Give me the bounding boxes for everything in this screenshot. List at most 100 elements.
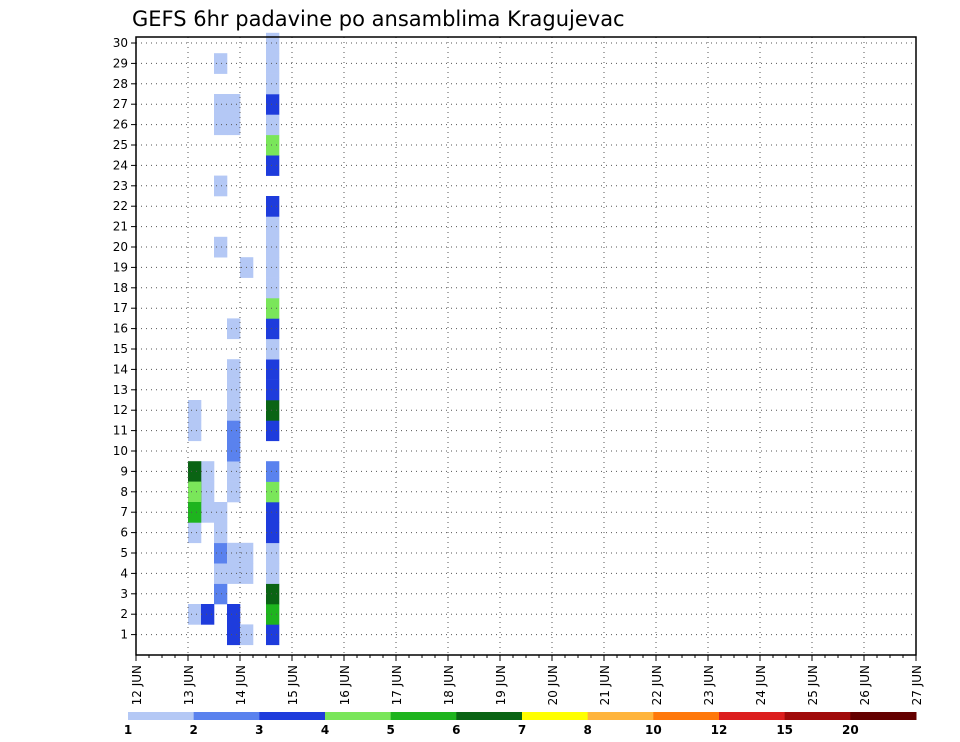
y-tick-label: 9 xyxy=(120,464,128,478)
precip-cell xyxy=(188,461,202,482)
precip-cell xyxy=(266,32,280,54)
precip-cell xyxy=(227,94,241,115)
y-tick-label: 2 xyxy=(120,607,128,621)
precip-cell xyxy=(266,298,280,319)
y-tick-label: 30 xyxy=(113,36,128,50)
legend-swatch xyxy=(259,712,326,720)
y-tick-label: 24 xyxy=(113,158,128,172)
y-tick-label: 28 xyxy=(113,77,128,91)
legend-label: 3 xyxy=(255,723,263,737)
precip-cell xyxy=(214,583,228,605)
legend-label: 2 xyxy=(189,723,197,737)
y-tick-label: 21 xyxy=(113,220,128,234)
precip-cell xyxy=(214,175,228,197)
precip-cell xyxy=(266,379,280,401)
x-tick-label: 23 JUN xyxy=(702,665,716,705)
legend-label: 7 xyxy=(518,723,526,737)
precip-cell xyxy=(227,624,241,646)
legend-swatch xyxy=(390,712,457,720)
y-tick-label: 18 xyxy=(113,281,128,295)
precip-cell xyxy=(266,114,280,136)
precip-cell xyxy=(188,502,202,523)
precip-cell xyxy=(266,155,280,176)
precip-cell xyxy=(188,481,202,503)
y-tick-label: 13 xyxy=(113,383,128,397)
precip-cell xyxy=(266,420,280,442)
precip-cell xyxy=(266,196,280,217)
y-tick-label: 27 xyxy=(113,97,128,111)
legend-label: 4 xyxy=(321,723,329,737)
y-tick-label: 5 xyxy=(120,546,128,560)
y-tick-label: 12 xyxy=(113,403,128,417)
legend-swatch xyxy=(522,712,589,720)
x-tick-label: 14 JUN xyxy=(234,665,248,705)
y-tick-label: 7 xyxy=(120,505,128,519)
color-legend: 1 2 3 4 5 6 7 8 10 12 15 20 xyxy=(124,712,917,737)
x-tick-label: 25 JUN xyxy=(806,665,820,705)
precip-cell xyxy=(227,481,241,503)
precip-cell xyxy=(227,318,241,340)
precip-cell xyxy=(188,400,202,421)
y-tick-label: 6 xyxy=(120,526,128,540)
legend-swatch xyxy=(587,712,654,720)
precip-cell xyxy=(266,563,280,584)
precip-cell xyxy=(266,522,280,544)
legend-swatch xyxy=(653,712,720,720)
precip-cell xyxy=(214,53,228,74)
x-tick-label: 18 JUN xyxy=(442,665,456,705)
precip-cell xyxy=(266,338,280,360)
precip-cell xyxy=(227,359,241,380)
precip-cell xyxy=(188,604,202,625)
precip-cell xyxy=(201,481,215,503)
x-axis: 12 JUN 13 JUN 14 JUN 15 JUN 16 JUN 17 JUN 18 J… xyxy=(130,655,924,705)
x-tick-label: 17 JUN xyxy=(390,665,404,705)
precip-cell xyxy=(227,461,241,482)
precip-cell xyxy=(214,236,228,258)
precip-cell xyxy=(266,359,280,380)
y-axis: 1234567891011121314151617181920212223242… xyxy=(113,36,136,642)
precip-cell xyxy=(266,624,280,646)
y-tick-label: 22 xyxy=(113,199,128,213)
precip-cell xyxy=(227,440,241,462)
y-tick-label: 17 xyxy=(113,301,128,315)
precip-cell xyxy=(266,400,280,421)
precip-cell xyxy=(266,604,280,625)
precip-cell xyxy=(266,542,280,564)
y-tick-label: 23 xyxy=(113,179,128,193)
precip-cell xyxy=(227,542,241,564)
precip-cell xyxy=(214,94,228,115)
x-tick-label: 22 JUN xyxy=(650,665,664,705)
legend-swatch xyxy=(784,712,851,720)
x-tick-label: 12 JUN xyxy=(130,665,144,705)
precip-cell xyxy=(227,420,241,442)
legend-label: 20 xyxy=(842,723,859,737)
precip-cell xyxy=(266,53,280,74)
y-tick-label: 14 xyxy=(113,362,128,376)
precip-cell xyxy=(266,257,280,278)
grid-lines xyxy=(136,37,916,655)
x-tick-label: 13 JUN xyxy=(182,665,196,705)
data-cells xyxy=(188,32,280,646)
precip-cell xyxy=(266,216,280,238)
y-tick-label: 11 xyxy=(113,424,128,438)
legend-swatch xyxy=(325,712,392,720)
legend-swatch xyxy=(128,712,195,720)
x-tick-label: 26 JUN xyxy=(858,665,872,705)
precip-cell xyxy=(266,94,280,115)
y-tick-label: 4 xyxy=(120,566,128,580)
precip-cell xyxy=(227,379,241,401)
x-tick-label: 15 JUN xyxy=(286,665,300,705)
precip-cell xyxy=(266,502,280,523)
precip-cell xyxy=(227,563,241,584)
x-tick-label: 19 JUN xyxy=(494,665,508,705)
precip-cell xyxy=(266,461,280,482)
chart-title: GEFS 6hr padavine po ansamblima Kragujev… xyxy=(132,7,625,31)
legend-label: 8 xyxy=(583,723,591,737)
precip-cell xyxy=(188,420,202,442)
legend-label: 10 xyxy=(645,723,662,737)
precip-cell xyxy=(227,604,241,625)
y-tick-label: 10 xyxy=(113,444,128,458)
precip-cell xyxy=(227,114,241,136)
legend-label: 5 xyxy=(386,723,394,737)
